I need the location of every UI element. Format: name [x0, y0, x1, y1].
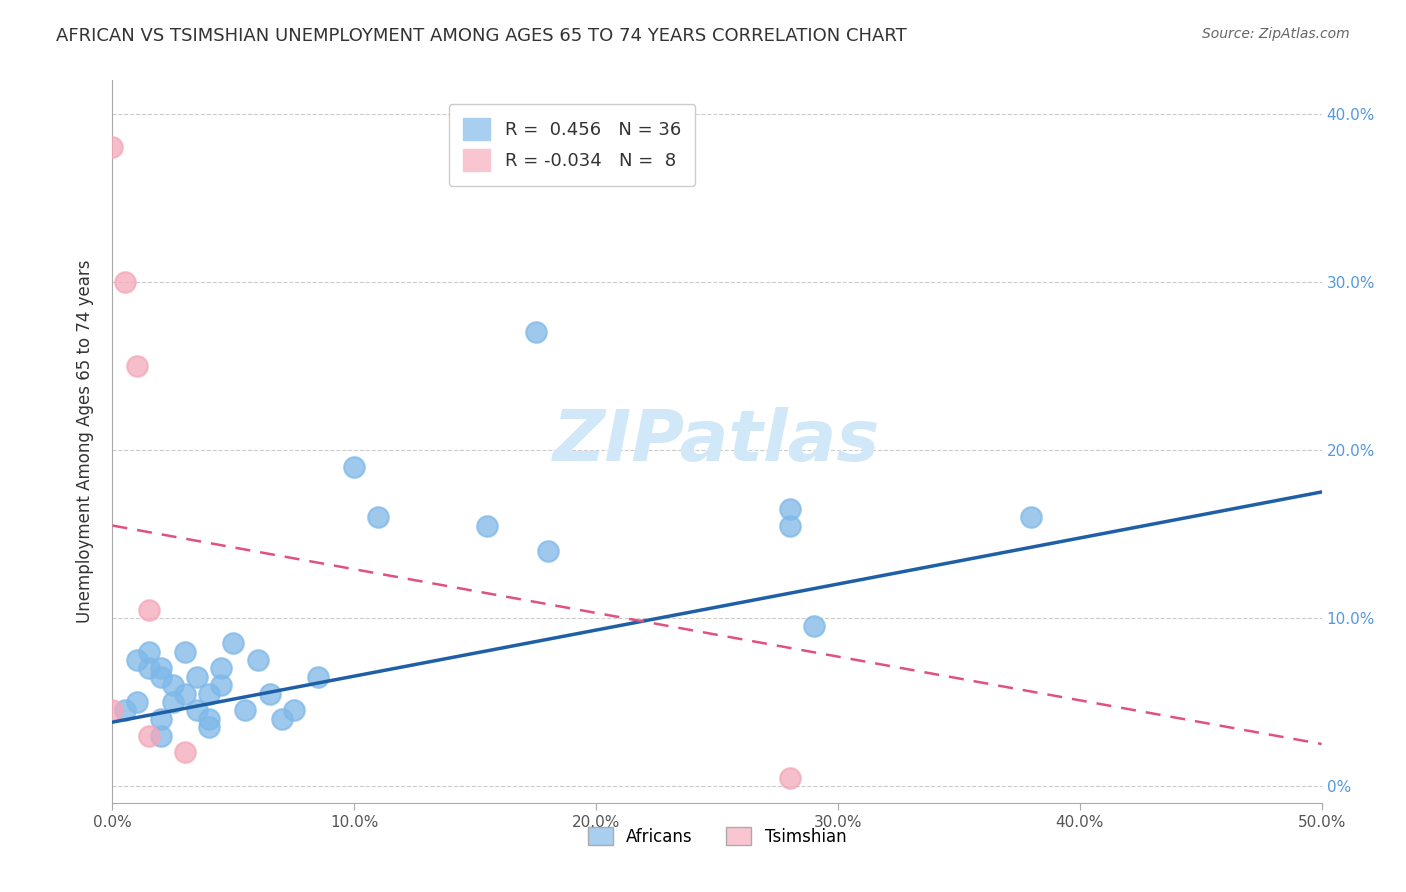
- Point: [1021, 510, 1043, 524]
- Point: [114, 275, 136, 289]
- Point: [246, 653, 269, 667]
- Point: [138, 661, 160, 675]
- Point: [307, 670, 329, 684]
- Point: [209, 661, 232, 675]
- Point: [125, 653, 148, 667]
- Point: [198, 720, 221, 734]
- Point: [138, 602, 160, 616]
- Point: [174, 687, 197, 701]
- Point: [524, 326, 547, 340]
- Point: [186, 670, 208, 684]
- Point: [222, 636, 245, 650]
- Text: Source: ZipAtlas.com: Source: ZipAtlas.com: [1202, 27, 1350, 41]
- Point: [162, 695, 184, 709]
- Point: [803, 619, 825, 633]
- Point: [779, 518, 801, 533]
- Point: [198, 712, 221, 726]
- Point: [367, 510, 389, 524]
- Point: [270, 712, 292, 726]
- Point: [343, 459, 366, 474]
- Point: [125, 695, 148, 709]
- Point: [186, 703, 208, 717]
- Point: [138, 644, 160, 658]
- Point: [149, 670, 172, 684]
- Point: [149, 661, 172, 675]
- Point: [283, 703, 305, 717]
- Point: [779, 501, 801, 516]
- Point: [114, 703, 136, 717]
- Point: [101, 703, 124, 717]
- Point: [174, 745, 197, 759]
- Text: AFRICAN VS TSIMSHIAN UNEMPLOYMENT AMONG AGES 65 TO 74 YEARS CORRELATION CHART: AFRICAN VS TSIMSHIAN UNEMPLOYMENT AMONG …: [56, 27, 907, 45]
- Point: [138, 729, 160, 743]
- Point: [477, 518, 499, 533]
- Point: [101, 140, 124, 154]
- Point: [259, 687, 281, 701]
- Point: [779, 771, 801, 785]
- Legend: Africans, Tsimshian: Africans, Tsimshian: [581, 821, 853, 852]
- Point: [537, 543, 560, 558]
- Point: [174, 644, 197, 658]
- Point: [209, 678, 232, 692]
- Point: [149, 712, 172, 726]
- Point: [162, 678, 184, 692]
- Point: [149, 729, 172, 743]
- Point: [198, 687, 221, 701]
- Text: ZIPatlas: ZIPatlas: [554, 407, 880, 476]
- Y-axis label: Unemployment Among Ages 65 to 74 years: Unemployment Among Ages 65 to 74 years: [76, 260, 94, 624]
- Point: [125, 359, 148, 373]
- Point: [235, 703, 257, 717]
